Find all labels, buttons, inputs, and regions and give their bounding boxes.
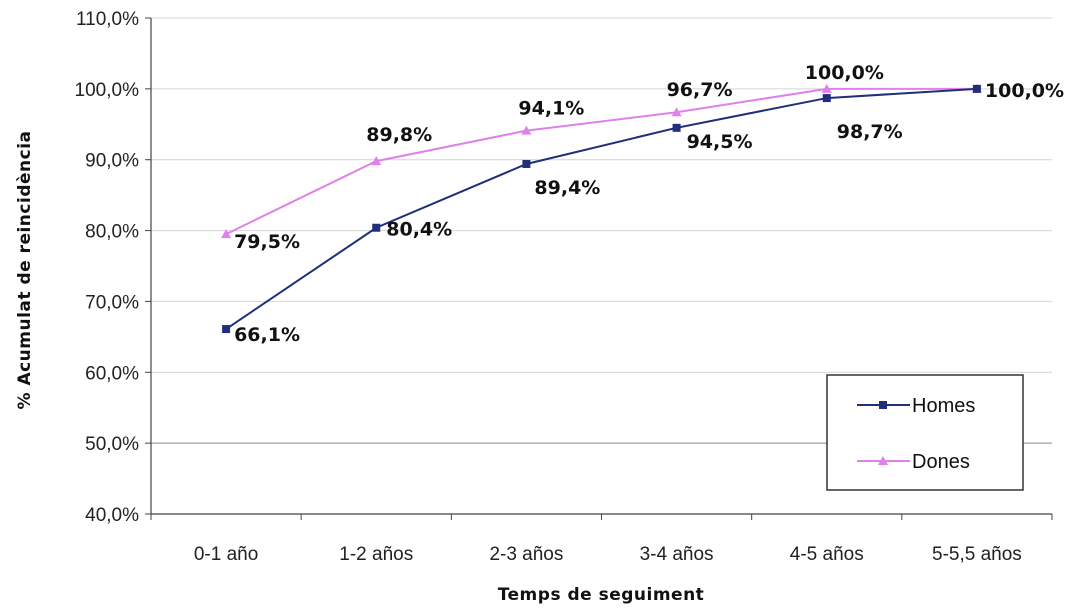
legend-marker-homes [879,401,887,409]
legend-label-dones: Dones [912,451,970,473]
x-tick-label: 1-2 años [339,544,413,565]
point-dones [821,83,832,93]
point-homes [672,123,681,132]
legend-box [826,374,1024,491]
point-homes [522,159,531,168]
point-dones [221,229,232,239]
data-label-homes: 98,7% [837,121,903,143]
data-label-dones: 100,0% [805,62,884,84]
y-tick-label: 90,0% [85,151,139,172]
x-tick-label: 2-3 años [489,544,563,565]
data-label-homes: 94,5% [687,131,753,153]
point-homes [222,325,231,334]
y-tick-label: 40,0% [85,505,139,526]
point-homes [822,94,831,103]
y-axis-title: % Acumulat de reincidència [15,131,35,410]
series-line-dones [225,87,977,236]
y-tick-label: 80,0% [85,222,139,243]
axes: 40,0% 50,0% 60,0% 70,0% 80,0% 90,0% 100,0% 110,… [75,9,1053,565]
data-labels: 66,1% 80,4% 89,4% 94,5% 98,7% 100,0% 79,5% 89,8… [234,62,1064,346]
legend: Homes Dones [826,374,1024,491]
data-label-homes: 80,4% [386,219,452,241]
gridlines [151,17,1052,444]
data-label-dones: 79,5% [234,231,300,253]
point-homes [972,84,981,93]
legend-marker-dones [878,456,888,465]
y-tick-label: 110,0% [76,9,139,30]
data-label-dones: 96,7% [667,79,733,101]
x-tick-label: 5-5,5 años [932,544,1022,565]
y-tick-label: 100,0% [75,80,140,101]
point-dones [521,125,532,135]
point-homes [372,223,381,232]
x-tick-label: 4-5 años [790,544,864,565]
legend-label-homes: Homes [912,395,975,417]
y-tick-label: 70,0% [85,292,139,313]
x-axis-title: Temps de seguiment [498,585,705,605]
x-tick-label: 0-1 año [194,544,258,565]
data-label-dones: 89,8% [366,124,432,146]
data-label-dones: 94,1% [518,98,584,120]
y-tick-label: 60,0% [85,363,139,384]
series-line-homes [225,87,977,330]
data-label-homes: 100,0% [985,80,1064,102]
point-dones [371,156,382,166]
y-tick-label: 50,0% [85,434,139,455]
series [221,83,982,334]
point-dones [671,107,682,117]
x-tick-label: 3-4 años [640,544,714,565]
data-label-homes: 89,4% [534,177,600,199]
data-label-homes: 66,1% [234,324,300,346]
